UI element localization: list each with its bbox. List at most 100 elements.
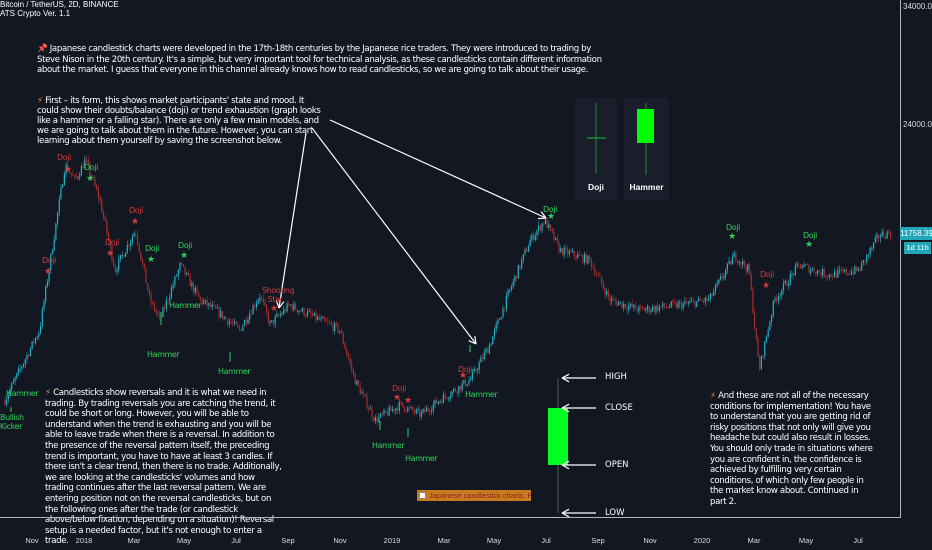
note-reversals: ⚡ Candlesticks show reversals and it is … (45, 388, 285, 547)
candle-body (311, 314, 314, 316)
candle-body (43, 301, 45, 310)
part1-toggle-button[interactable]: Japanese candlestick charts. Part 1 (417, 490, 531, 501)
candle-body (235, 321, 237, 325)
note-first-text: First – its form, this shows market part… (37, 96, 321, 146)
doji-candle-icon (587, 103, 606, 174)
star-icon: ★ (64, 164, 72, 174)
candle-body (861, 262, 863, 271)
candle-body (730, 260, 732, 265)
candle-body (668, 306, 671, 308)
candle-body (847, 273, 849, 275)
candle-body (657, 305, 659, 311)
candle-body (413, 410, 416, 414)
candle-body (19, 368, 21, 370)
candle-body (352, 369, 354, 374)
candle-body (293, 303, 295, 310)
signal-doji: Doji (42, 256, 56, 265)
time-label: May (486, 536, 502, 545)
candle-body (872, 242, 875, 249)
candle-body (781, 290, 783, 296)
candle-body (623, 303, 625, 308)
candle-body (328, 322, 331, 324)
candle-body (245, 320, 247, 324)
candle-body (609, 296, 611, 302)
candle-body (226, 318, 229, 325)
candle-body (476, 369, 479, 371)
candle-body (442, 394, 445, 404)
candle-body (436, 399, 438, 404)
candle-body (675, 302, 677, 308)
candle-body (45, 286, 47, 302)
candle-body (189, 275, 191, 287)
candle-body (395, 407, 397, 412)
candle-body (830, 274, 832, 277)
candle-body (534, 235, 536, 240)
candle-body (606, 291, 608, 295)
candle-body (702, 300, 705, 303)
candle-body (223, 316, 225, 319)
candle-body (169, 297, 171, 301)
candle-body (67, 164, 69, 172)
symbol-title[interactable]: Bitcoin / TetherUS, 2D, BINANCE (0, 0, 119, 9)
candle-body (192, 282, 195, 293)
doji-example: Doji (575, 98, 617, 200)
candle-body (859, 268, 861, 271)
price-axis[interactable] (900, 0, 901, 518)
candle-body (750, 274, 752, 290)
candle-body (719, 276, 722, 280)
candle-body (252, 305, 254, 315)
candle-body (818, 270, 820, 273)
candle-body (29, 348, 31, 357)
candle-body (495, 324, 497, 330)
candle-body (340, 330, 343, 334)
candle-body (296, 309, 298, 313)
candle-body (284, 309, 286, 312)
signal-doji: Doji (105, 238, 119, 247)
candle-body (434, 399, 436, 405)
candle-body (383, 410, 385, 414)
candle-body (738, 261, 740, 264)
candle-body (687, 302, 689, 304)
candle-body (498, 319, 501, 321)
candle-body (759, 357, 761, 369)
candle-body (803, 264, 805, 268)
candle-body (330, 323, 332, 325)
candle-body (767, 330, 769, 337)
candle-body (680, 302, 683, 309)
signal-doji: Doji (129, 206, 143, 215)
candle-body (366, 396, 368, 409)
candle-body (480, 357, 482, 363)
arrow-head-icon (561, 512, 570, 517)
candle-body (179, 263, 181, 270)
indicator-title[interactable]: ATS Crypto Ver. 1.1 (0, 9, 71, 18)
candle-body (519, 265, 521, 269)
candle-body (107, 232, 110, 241)
candle-body (483, 352, 485, 360)
candle-body (391, 409, 394, 411)
candle-body (532, 234, 535, 240)
candle-body (313, 312, 315, 316)
candle-body (220, 311, 222, 318)
signal-doji: Doji (760, 270, 774, 279)
time-axis[interactable] (0, 517, 900, 518)
signal-doji: Doji (145, 244, 159, 253)
candle-body (823, 268, 825, 277)
candle-body (446, 396, 448, 399)
candle-body (864, 260, 866, 262)
candle-body (558, 241, 560, 252)
candle-body (677, 302, 679, 308)
candle-body (813, 268, 815, 273)
candle-body (371, 408, 373, 418)
candle-body (844, 269, 846, 272)
price-chart[interactable]: ★★★★★ ★★★★ ★★★★★★ (0, 0, 900, 517)
arrow-head-icon (561, 407, 570, 413)
candle-body (709, 293, 711, 299)
checkbox-icon[interactable] (419, 492, 426, 499)
star-icon: ★ (459, 370, 467, 380)
candle-body (643, 308, 645, 311)
candle-body (694, 300, 696, 307)
candle-body (138, 243, 140, 252)
time-label: Mar (747, 536, 761, 545)
time-label: Sep (591, 536, 605, 545)
candle-body (266, 305, 268, 313)
